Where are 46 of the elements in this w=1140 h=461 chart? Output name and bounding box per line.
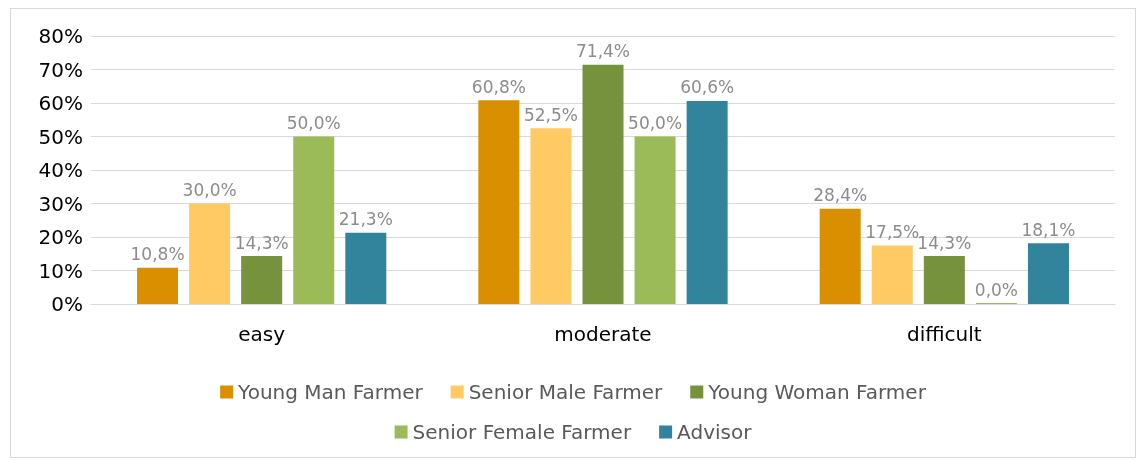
- data-label: 30,0%: [182, 180, 237, 200]
- x-tick-label: moderate: [554, 322, 652, 346]
- bar: [634, 136, 676, 304]
- data-label: 14,3%: [917, 232, 972, 253]
- y-tick-label: 70%: [38, 57, 83, 82]
- data-label: 0,0%: [974, 279, 1018, 300]
- y-tick-label: 40%: [38, 158, 83, 182]
- data-label: 17,5%: [865, 221, 920, 242]
- bar: [241, 256, 283, 304]
- y-tick-label: 30%: [38, 191, 83, 216]
- legend-label: Young Woman Farmer: [707, 380, 927, 404]
- data-label: 28,4%: [813, 185, 868, 206]
- bar: [189, 203, 231, 304]
- data-label: 21,3%: [338, 209, 393, 230]
- data-label: 18,1%: [1021, 219, 1076, 240]
- bar: [293, 136, 335, 304]
- bar: [923, 256, 965, 304]
- y-tick-label: 10%: [38, 258, 83, 283]
- data-label: 60,6%: [680, 77, 735, 98]
- y-tick-label: 20%: [38, 225, 83, 249]
- bar: [530, 128, 572, 304]
- data-label: 10,8%: [130, 244, 185, 265]
- y-tick-label: 60%: [38, 91, 83, 115]
- data-label: 50,0%: [286, 113, 341, 133]
- y-tick-label: 50%: [38, 124, 83, 149]
- bar: [582, 64, 624, 304]
- data-label: 71,4%: [575, 41, 631, 62]
- y-tick-label: 80%: [38, 24, 83, 48]
- x-tick-label: difficult: [907, 322, 982, 346]
- x-tick-label: easy: [238, 322, 286, 346]
- data-label: 60,8%: [471, 76, 526, 97]
- legend-label: Advisor: [677, 420, 753, 444]
- bar: [819, 208, 861, 304]
- legend-label: Senior Male Farmer: [468, 380, 664, 404]
- legend-label: Young Man Farmer: [237, 380, 424, 404]
- data-label: 14,3%: [234, 232, 289, 253]
- bar: [686, 100, 728, 304]
- bar: [1027, 243, 1069, 304]
- legend-label: Senior Female Farmer: [412, 420, 632, 444]
- bar: [871, 245, 913, 304]
- bar: [478, 100, 520, 304]
- y-tick-label: 0%: [51, 292, 83, 316]
- bar: [137, 267, 179, 304]
- bar: [345, 232, 387, 304]
- data-label: 52,5%: [523, 104, 578, 125]
- data-label: 50,0%: [628, 113, 683, 133]
